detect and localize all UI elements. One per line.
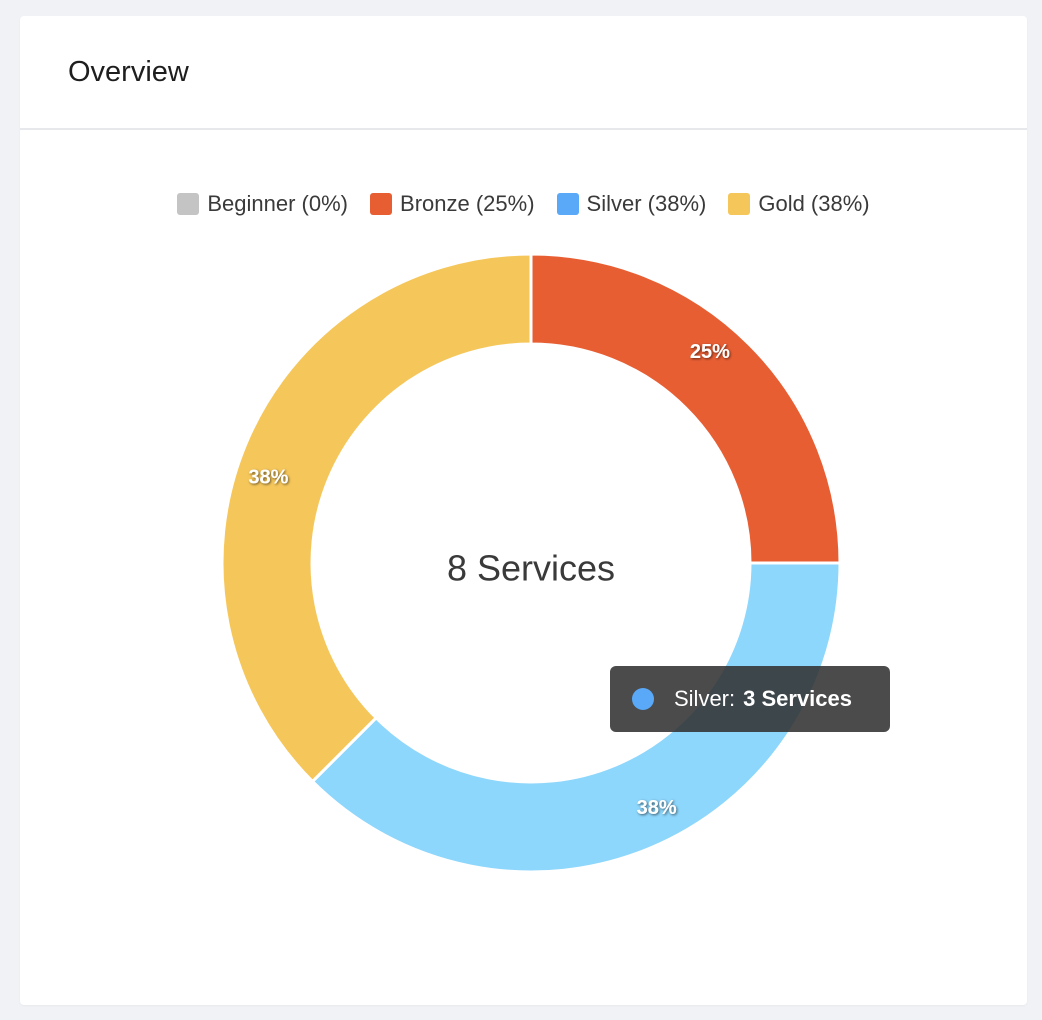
tooltip-color-dot [632,688,654,710]
donut-chart: 25% 38% 38% 8 Services [220,252,842,874]
card-title: Overview [68,56,189,88]
overview-card: Overview Beginner (0%) Bronze (25%) Silv… [20,16,1027,1005]
legend-swatch-silver [556,193,579,215]
legend-label-gold: Gold (38%) [758,191,870,216]
legend-swatch-bronze [370,193,393,215]
chart-legend: Beginner (0%) Bronze (25%) Silver (38%) … [20,191,1027,217]
legend-label-silver: Silver (38%) [586,191,707,216]
donut-slice-bronze[interactable] [529,252,842,565]
legend-swatch-beginner [177,193,200,215]
donut-slices [220,252,842,874]
percent-label-bronze: 25% [690,341,730,363]
donut-slice-gold[interactable] [220,252,533,784]
legend-item-bronze[interactable]: Bronze (25%) [370,191,535,217]
legend-item-beginner[interactable]: Beginner (0%) [177,191,348,217]
card-header: Overview [20,16,1027,130]
legend-label-bronze: Bronze (25%) [400,191,535,216]
legend-swatch-gold [728,193,751,215]
center-total-label: 8 Services [447,548,615,589]
donut-percent-labels: 25% 38% 38% [248,341,730,819]
percent-label-gold: 38% [248,466,288,488]
tooltip-label: Silver: [674,686,736,711]
legend-item-gold[interactable]: Gold (38%) [728,191,870,217]
tooltip-value: 3 Services [743,686,852,711]
legend-item-silver[interactable]: Silver (38%) [556,191,707,217]
percent-label-silver: 38% [637,797,677,819]
chart-tooltip: Silver: 3 Services [610,666,890,732]
legend-label-beginner: Beginner (0%) [207,191,349,216]
